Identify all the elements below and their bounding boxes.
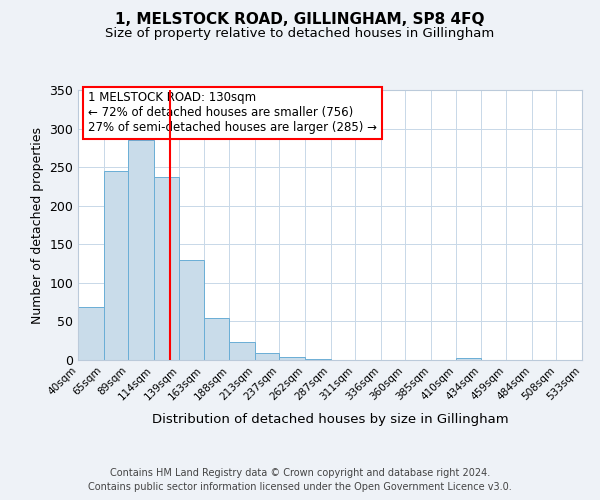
Bar	[456, 358, 481, 360]
Bar	[179, 260, 204, 360]
Bar	[305, 359, 331, 360]
Bar	[78, 307, 104, 360]
Bar	[204, 318, 229, 360]
Bar	[104, 171, 128, 360]
Bar	[154, 177, 179, 360]
Text: 1 MELSTOCK ROAD: 130sqm
← 72% of detached houses are smaller (756)
27% of semi-d: 1 MELSTOCK ROAD: 130sqm ← 72% of detache…	[88, 92, 377, 134]
Text: Contains HM Land Registry data © Crown copyright and database right 2024.: Contains HM Land Registry data © Crown c…	[110, 468, 490, 477]
Bar	[280, 357, 305, 360]
Bar	[128, 140, 154, 360]
Y-axis label: Number of detached properties: Number of detached properties	[31, 126, 44, 324]
Text: Size of property relative to detached houses in Gillingham: Size of property relative to detached ho…	[106, 28, 494, 40]
Text: 1, MELSTOCK ROAD, GILLINGHAM, SP8 4FQ: 1, MELSTOCK ROAD, GILLINGHAM, SP8 4FQ	[115, 12, 485, 28]
Bar	[229, 342, 255, 360]
Text: Contains public sector information licensed under the Open Government Licence v3: Contains public sector information licen…	[88, 482, 512, 492]
X-axis label: Distribution of detached houses by size in Gillingham: Distribution of detached houses by size …	[152, 413, 508, 426]
Bar	[255, 353, 280, 360]
